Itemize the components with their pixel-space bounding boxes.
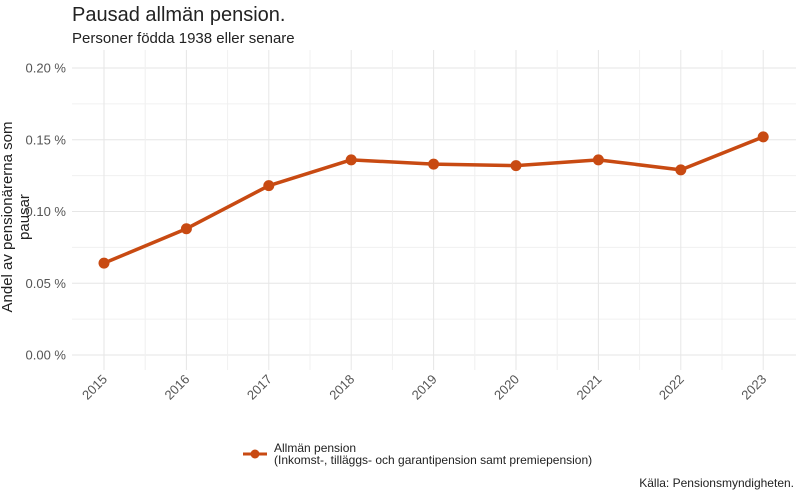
grid-lines xyxy=(72,50,796,370)
data-point xyxy=(98,257,110,269)
series-layer xyxy=(98,131,769,269)
data-point xyxy=(345,154,357,166)
chart-title: Pausad allmän pension. xyxy=(72,4,286,26)
x-tick-label: 2022 xyxy=(656,372,687,403)
y-tick-label: 0.00 % xyxy=(26,348,67,363)
legend: Allmän pension (Inkomst-, tilläggs- och … xyxy=(242,442,592,466)
chart-subtitle: Personer födda 1938 eller senare xyxy=(72,30,295,47)
y-tick-label: 0.15 % xyxy=(26,132,67,147)
x-tick-label: 2021 xyxy=(573,372,604,403)
data-point xyxy=(675,164,687,176)
x-tick-label: 2023 xyxy=(738,372,769,403)
x-tick-label: 2015 xyxy=(79,372,110,403)
data-point xyxy=(757,131,769,143)
data-point xyxy=(180,223,192,235)
x-tick-label: 2019 xyxy=(409,372,440,403)
x-tick-label: 2017 xyxy=(244,372,275,403)
x-tick-label: 2018 xyxy=(326,372,357,403)
legend-label: Allmän pension xyxy=(274,441,357,455)
y-tick-label: 0.20 % xyxy=(26,61,67,76)
source-note: Källa: Pensionsmyndigheten. xyxy=(639,476,794,490)
y-tick-label: 0.10 % xyxy=(26,204,67,219)
x-tick-label: 2020 xyxy=(491,372,522,403)
y-tick-label: 0.05 % xyxy=(26,276,67,291)
data-point xyxy=(428,158,440,170)
data-point xyxy=(510,160,522,172)
y-tick-labels: 0.00 % 0.05 % 0.10 % 0.15 % 0.20 % xyxy=(26,61,67,363)
data-point xyxy=(592,154,604,166)
x-tick-labels: 2015 2016 2017 2018 2019 2020 2021 2022 2023 xyxy=(79,372,769,403)
data-point xyxy=(263,180,275,192)
legend-marker xyxy=(243,449,267,459)
x-tick-label: 2016 xyxy=(161,372,192,403)
legend-sublabel: (Inkomst-, tilläggs- och garantipension … xyxy=(274,453,593,467)
